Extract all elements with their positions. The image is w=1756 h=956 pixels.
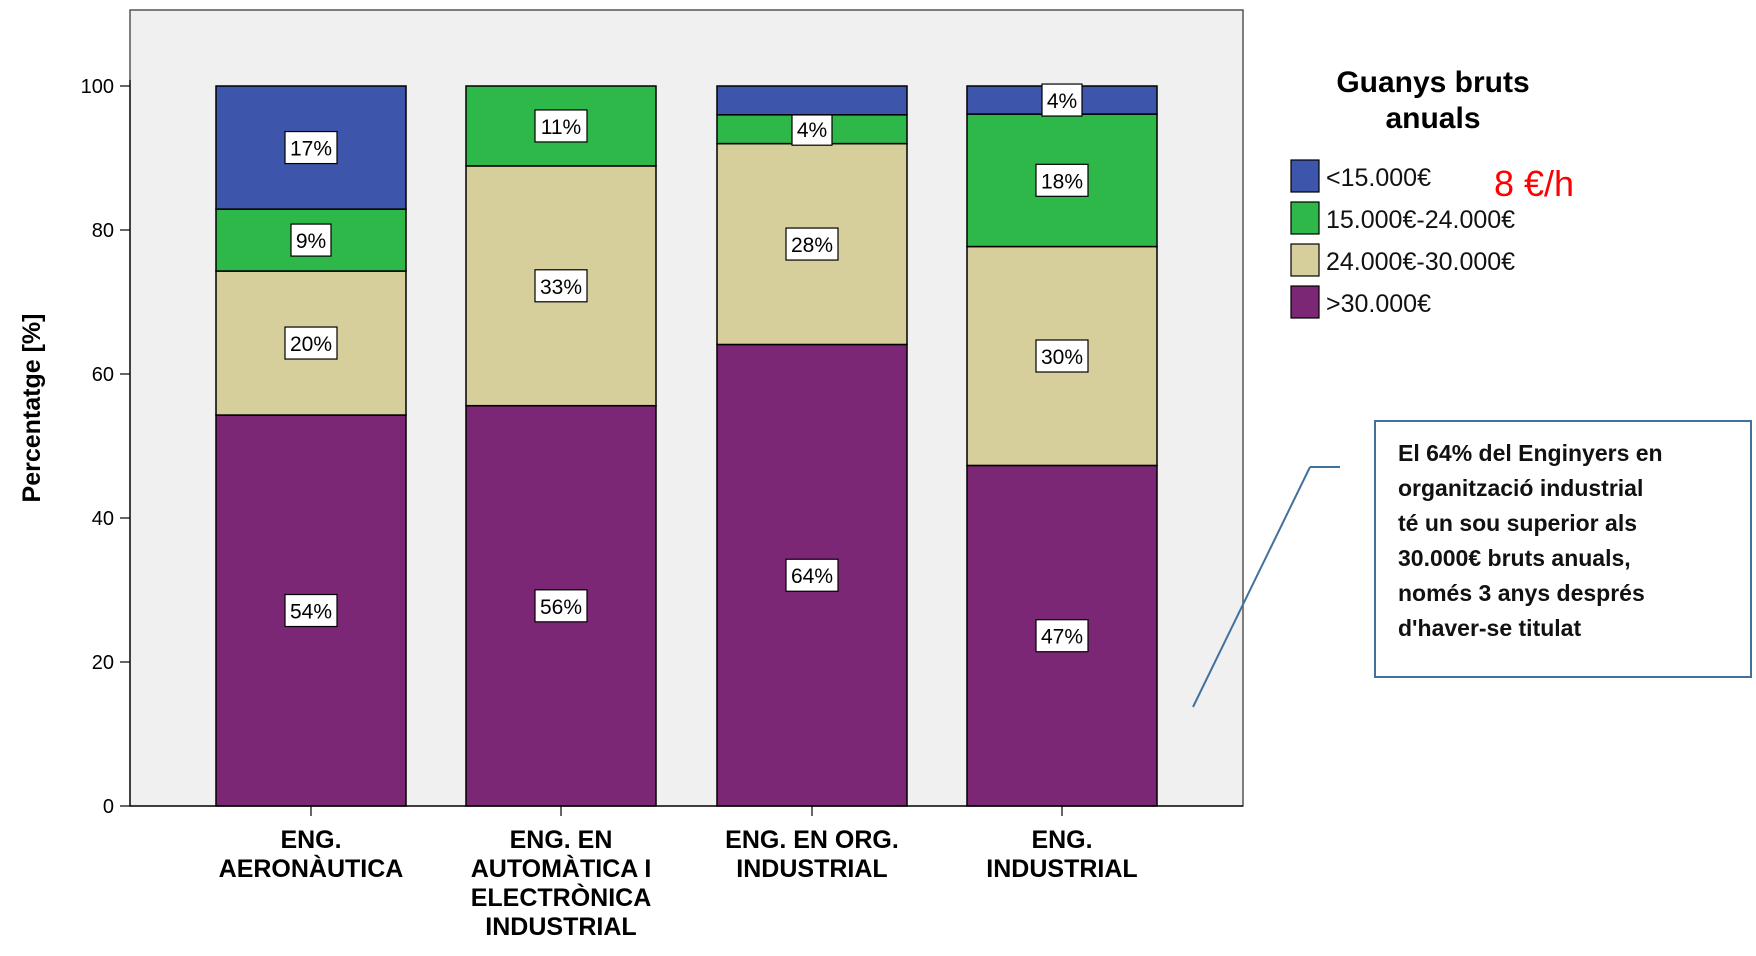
- annotation-line: El 64% del Enginyers en: [1398, 440, 1663, 466]
- data-label-text: 20%: [290, 333, 332, 356]
- data-label: 4%: [791, 112, 833, 146]
- data-label-box: [284, 130, 338, 165]
- data-label-box: [1041, 83, 1083, 117]
- data-label: 33%: [534, 269, 588, 303]
- data-label-box: [1035, 339, 1089, 373]
- data-label-box: [1035, 619, 1089, 653]
- x-tick-label-line: INDUSTRIAL: [485, 913, 636, 941]
- x-tick-label: ENG. EN AUTOMÀTICA I ELECTRÒNICA INDUSTRIAL: [471, 826, 652, 941]
- data-label: 20%: [284, 326, 338, 360]
- bar-segment: [716, 85, 908, 116]
- x-tick-label-line: ENG.: [280, 826, 341, 854]
- x-tick-label-line: AERONÀUTICA: [219, 854, 404, 883]
- data-label-box: [785, 558, 839, 592]
- legend-title: Guanys bruts: [1336, 66, 1529, 99]
- data-label-text: 4%: [797, 119, 827, 142]
- y-tick-label: 80: [92, 220, 114, 242]
- legend-title: anuals: [1385, 102, 1480, 135]
- x-tick-label-line: INDUSTRIAL: [736, 855, 887, 883]
- x-tick-label-line: ENG. EN: [510, 826, 613, 854]
- annotation-line: d'haver-se titulat: [1398, 615, 1582, 641]
- data-label-box: [534, 589, 588, 623]
- data-label-box: [284, 326, 338, 360]
- data-label-text: 56%: [540, 596, 582, 619]
- data-label-text: 17%: [290, 138, 332, 161]
- data-label-text: 64%: [791, 565, 833, 588]
- data-label-text: 47%: [1041, 626, 1083, 649]
- x-tick-label-line: ENG. EN ORG.: [725, 826, 899, 854]
- data-label-text: 30%: [1041, 346, 1083, 369]
- data-label: 9%: [290, 223, 332, 257]
- data-label-text: 33%: [540, 276, 582, 299]
- data-label-box: [534, 269, 588, 303]
- x-tick-label: ENG. AERONÀUTICA: [219, 826, 404, 883]
- x-tick-label-line: ENG.: [1031, 826, 1092, 854]
- y-tick-label: 60: [92, 364, 114, 386]
- data-label: 18%: [1035, 163, 1089, 197]
- annotation-line: organització industrial: [1398, 475, 1644, 501]
- data-label-box: [785, 227, 839, 261]
- legend-entry-label: 15.000€-24.000€: [1326, 206, 1515, 234]
- data-label-box: [290, 223, 332, 257]
- data-label: 56%: [534, 589, 588, 623]
- data-label: 64%: [785, 558, 839, 592]
- data-label: 28%: [785, 227, 839, 261]
- data-label: 54%: [284, 593, 338, 628]
- data-label-text: 11%: [541, 116, 581, 139]
- annotation-connector-line: [1192, 466, 1311, 708]
- x-tick-label-line: AUTOMÀTICA I: [471, 854, 652, 883]
- legend-entry-label: <15.000€: [1326, 164, 1431, 192]
- legend-swatch: [1290, 285, 1320, 319]
- y-tick-label: 0: [103, 796, 114, 818]
- legend-entry-label: >30.000€: [1326, 290, 1431, 318]
- x-tick-label-line: ELECTRÒNICA: [471, 882, 652, 912]
- legend-note: 8 €/h: [1494, 163, 1574, 204]
- legend-entry-label: 24.000€-30.000€: [1326, 248, 1515, 276]
- data-label-text: 18%: [1041, 170, 1083, 193]
- data-label-box: [534, 109, 588, 143]
- legend-swatch: [1290, 243, 1320, 277]
- x-tick-label-line: INDUSTRIAL: [986, 855, 1137, 883]
- legend-swatch: [1290, 159, 1320, 193]
- y-tick-label: 20: [92, 652, 114, 674]
- x-tick-label: ENG. INDUSTRIAL: [986, 826, 1137, 883]
- data-label-text: 4%: [1047, 90, 1077, 113]
- data-label: 4%: [1041, 83, 1083, 117]
- data-label-box: [284, 593, 338, 628]
- x-tick-label: ENG. EN ORG. INDUSTRIAL: [725, 826, 899, 883]
- data-label-text: 28%: [791, 234, 833, 257]
- annotation-line: té un sou superior als: [1398, 510, 1637, 536]
- data-label-box: [1035, 163, 1089, 197]
- y-tick-label: 40: [92, 508, 114, 530]
- data-label: 11%: [534, 109, 588, 143]
- annotation-line: només 3 anys després: [1398, 580, 1645, 606]
- data-label: 30%: [1035, 339, 1089, 373]
- y-tick-label: 100: [81, 76, 114, 98]
- annotation-line: 30.000€ bruts anuals,: [1398, 545, 1631, 571]
- y-axis-label: Percentatge [%]: [18, 314, 46, 503]
- data-label: 17%: [284, 130, 338, 165]
- data-label-text: 54%: [290, 601, 332, 624]
- data-label: 47%: [1035, 619, 1089, 653]
- legend-swatch: [1290, 201, 1320, 235]
- data-label-text: 9%: [296, 230, 326, 253]
- annotation-box: El 64% del Enginyers en organització ind…: [1374, 420, 1752, 678]
- data-label-box: [791, 112, 833, 146]
